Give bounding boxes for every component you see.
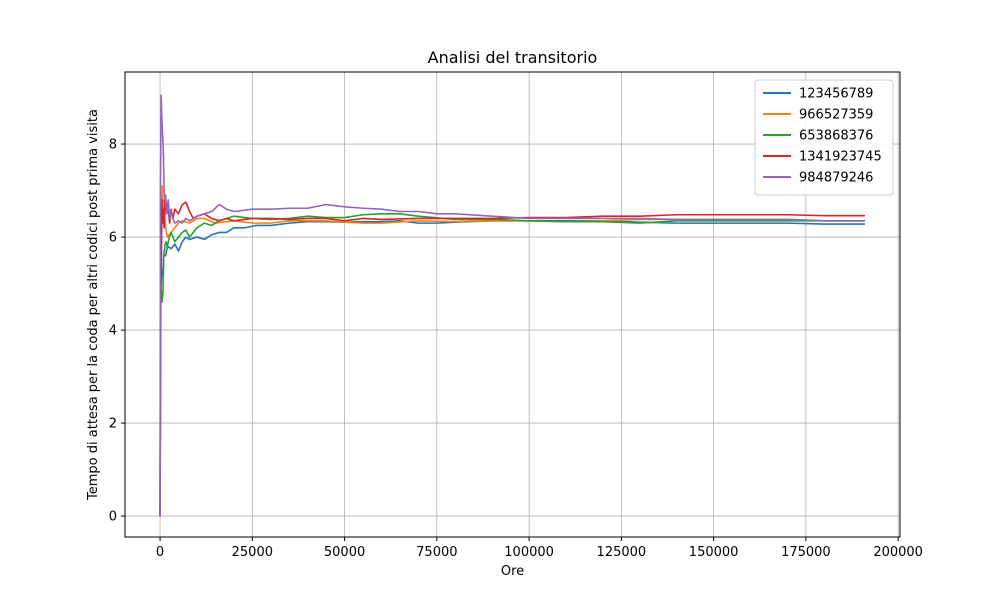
chart-title: Analisi del transitorio xyxy=(428,48,598,67)
legend: 123456789 966527359 653868376 1341923745 984… xyxy=(754,79,894,196)
y-tick-label: 2 xyxy=(109,417,117,432)
legend-label-3: 1341923745 xyxy=(799,150,882,165)
x-tick-label: 100000 xyxy=(504,545,554,560)
legend-label-1: 966527359 xyxy=(799,108,873,123)
x-tick-label: 25000 xyxy=(232,545,273,560)
legend-label-0: 123456789 xyxy=(799,87,873,102)
x-axis-ticks: 0 25000 50000 75000 100000 125000 150000 175000… xyxy=(156,537,923,560)
y-axis-label: Tempo di attesa per la coda per altri co… xyxy=(86,109,101,501)
legend-box xyxy=(754,79,894,196)
x-tick-label: 0 xyxy=(156,545,164,560)
x-tick-label: 150000 xyxy=(689,545,739,560)
series-layer xyxy=(159,94,865,517)
series-line-4 xyxy=(159,94,865,517)
plot-frame xyxy=(124,71,901,538)
legend-label-4: 984879246 xyxy=(799,171,873,186)
x-tick-label: 125000 xyxy=(597,545,647,560)
legend-label-2: 653868376 xyxy=(799,129,873,144)
y-axis-ticks: 0 2 4 6 8 xyxy=(109,138,125,525)
x-tick-label: 175000 xyxy=(781,545,831,560)
x-tick-label: 75000 xyxy=(416,545,457,560)
x-tick-label: 50000 xyxy=(324,545,365,560)
x-tick-label: 200000 xyxy=(873,545,923,560)
series-line-1 xyxy=(159,185,865,517)
y-tick-label: 6 xyxy=(109,231,117,246)
x-axis-label: Ore xyxy=(501,564,524,579)
y-tick-label: 4 xyxy=(109,324,117,339)
y-tick-label: 8 xyxy=(109,138,117,153)
y-tick-label: 0 xyxy=(109,510,117,525)
